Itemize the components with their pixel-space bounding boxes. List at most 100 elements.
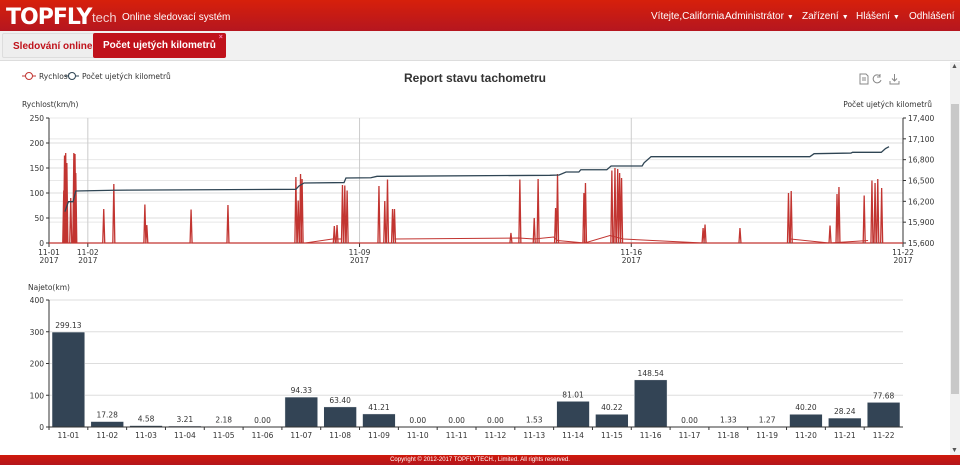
bar (634, 379, 668, 428)
y2-tick-label: 16,500 (908, 177, 934, 186)
bar-value-label: 28.24 (834, 407, 856, 416)
menu-logout[interactable]: Odhlášení (909, 11, 955, 22)
bar-value-label: 299.13 (55, 321, 81, 330)
right-axis-label: Počet ujetých kilometrů (843, 100, 932, 109)
bar-value-label: 0.00 (487, 416, 504, 425)
legend-marker (25, 72, 33, 80)
x-category-label: 11-03 (135, 431, 157, 440)
speed-series-baseline (790, 238, 869, 244)
bar (51, 331, 86, 428)
bar (595, 413, 629, 428)
data-view-icon[interactable] (859, 73, 869, 85)
caret-down-icon: ▼ (892, 14, 900, 21)
bar (828, 417, 862, 428)
y-tick-label: 0 (39, 239, 44, 248)
chart-title: Report stavu tachometru (404, 71, 546, 85)
mileage-report-chart: Rychlost Počet ujetých kilometrů Report st… (22, 71, 934, 440)
y2-tick-label: 15,600 (908, 239, 934, 248)
caret-down-icon: ▼ (841, 14, 849, 21)
footer: Copyright © 2012-2017 TOPFLYTECH., Limit… (0, 455, 960, 465)
x-category-label: 11-19 (756, 431, 778, 440)
x-category-label: 11-07 (290, 431, 312, 440)
x-category-label: 11-09 (368, 431, 390, 440)
y-tick-label: 100 (30, 391, 45, 400)
y-tick-label: 400 (30, 296, 45, 305)
x-tick-year: 2017 (78, 256, 97, 265)
y-tick-label: 150 (30, 164, 45, 173)
menu-reports[interactable]: Hlášení ▼ (856, 11, 900, 22)
refresh-icon[interactable] (872, 74, 882, 84)
x-category-label: 11-11 (446, 431, 468, 440)
vertical-scrollbar[interactable]: ▲ ▼ (950, 62, 960, 455)
x-category-label: 11-12 (485, 431, 507, 440)
y-tick-label: 300 (30, 328, 45, 337)
bar-value-label: 0.00 (409, 416, 426, 425)
x-category-label: 11-13 (523, 431, 545, 440)
x-category-label: 11-21 (834, 431, 856, 440)
bar-value-label: 1.33 (720, 416, 737, 425)
menu-label: Zařízení (802, 11, 839, 22)
y-tick-label: 250 (30, 114, 45, 123)
welcome-text: Vítejte,California (651, 11, 725, 22)
y-tick-label: 200 (30, 139, 45, 148)
caret-down-icon: ▼ (786, 14, 794, 21)
bar (362, 413, 396, 428)
y-tick-label: 200 (30, 360, 45, 369)
tab-label: Počet ujetých kilometrů (103, 40, 216, 51)
x-tick-label: 11-01 (38, 248, 60, 257)
scrollbar-thumb[interactable] (951, 104, 959, 394)
speed-series-baseline (305, 238, 343, 244)
bar-value-label: 63.40 (329, 396, 351, 405)
speed-series-line (49, 152, 903, 244)
y-tick-label: 50 (34, 214, 44, 223)
x-category-label: 11-17 (679, 431, 701, 440)
legend-speed: Rychlost (39, 72, 71, 81)
logo-suffix: tech (92, 10, 117, 25)
tab-online-tracking[interactable]: Sledování online (2, 33, 104, 58)
bar-value-label: 3.21 (177, 415, 194, 424)
y2-tick-label: 16,800 (908, 156, 934, 165)
x-tick-year: 2017 (350, 256, 369, 265)
x-category-label: 11-14 (562, 431, 584, 440)
y-tick-label: 100 (30, 189, 45, 198)
x-tick-label: 11-02 (77, 248, 99, 257)
x-category-label: 11-16 (640, 431, 662, 440)
top-header: TOPFLY tech Online sledovací systém Víte… (0, 0, 960, 31)
y2-tick-label: 15,900 (908, 218, 934, 227)
menu-devices[interactable]: Zařízení ▼ (802, 11, 849, 22)
x-category-label: 11-20 (795, 431, 817, 440)
x-category-label: 11-08 (329, 431, 351, 440)
x-tick-year: 2017 (39, 256, 58, 265)
bar (556, 401, 590, 428)
x-tick-label: 11-09 (349, 248, 371, 257)
download-icon[interactable] (889, 74, 900, 85)
bar-axis-label: Najeto(km) (28, 283, 70, 292)
bar (323, 406, 357, 428)
logo: TOPFLY (6, 5, 92, 30)
bar (90, 421, 124, 428)
scroll-up-icon[interactable]: ▲ (951, 63, 958, 70)
menu-administrator[interactable]: Administrátor ▼ (725, 11, 794, 22)
y-tick-label: 0 (39, 423, 44, 432)
bar (789, 413, 823, 428)
bar-value-label: 1.27 (759, 416, 776, 425)
bar-value-label: 4.58 (138, 415, 155, 424)
y2-tick-label: 17,400 (908, 114, 934, 123)
left-axis-label: Rychlost(km/h) (22, 100, 78, 109)
x-category-label: 11-18 (717, 431, 739, 440)
x-tick-label: 11-22 (892, 248, 914, 257)
scroll-down-icon[interactable]: ▼ (951, 447, 958, 454)
tab-mileage[interactable]: Počet ujetých kilometrů × (93, 33, 226, 58)
close-icon[interactable]: × (218, 34, 223, 41)
bar (866, 402, 901, 428)
bar-value-label: 0.00 (448, 416, 465, 425)
menu-label: Hlášení (856, 11, 890, 22)
x-category-label: 11-10 (407, 431, 429, 440)
bar-value-label: 40.22 (601, 403, 623, 412)
x-category-label: 11-15 (601, 431, 623, 440)
bar-value-label: 0.00 (254, 416, 271, 425)
tab-bar: Sledování online Počet ujetých kilometrů… (0, 31, 960, 61)
bar-value-label: 41.21 (368, 403, 390, 412)
app-subtitle: Online sledovací systém (122, 12, 231, 23)
x-category-label: 11-22 (873, 431, 895, 440)
